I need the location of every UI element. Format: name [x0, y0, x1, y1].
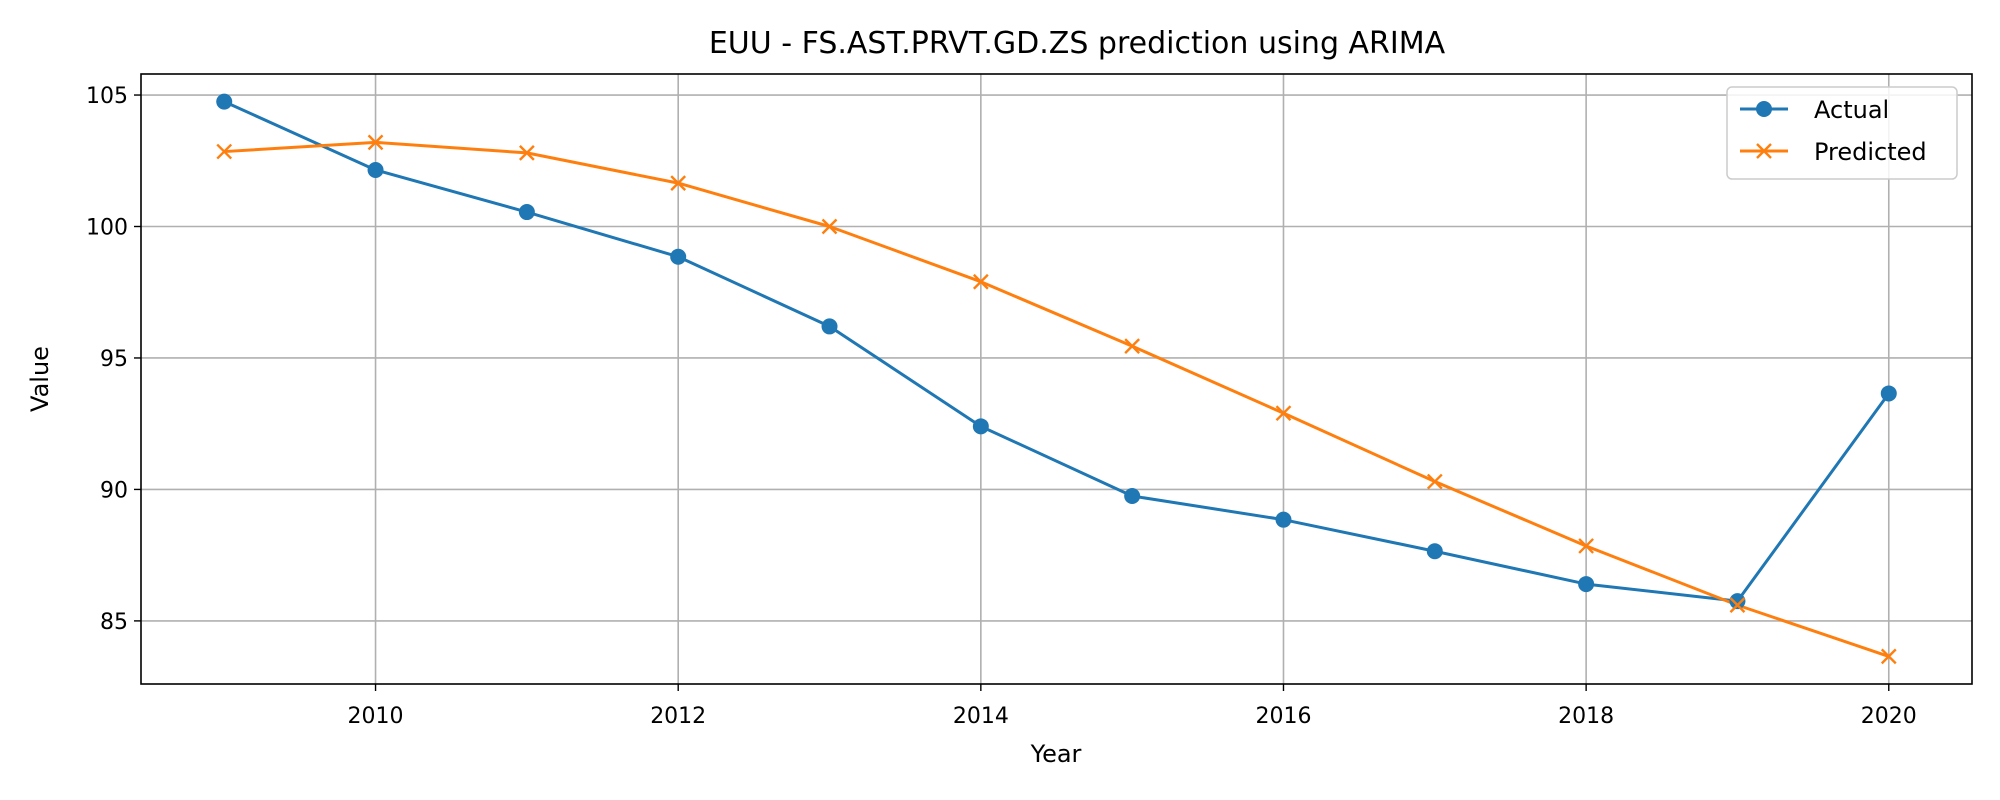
data-point-actual: [821, 318, 838, 335]
data-point-predicted: [821, 218, 838, 235]
data-point-predicted: [216, 143, 233, 160]
data-point-actual: [1729, 593, 1746, 610]
data-point-actual: [972, 418, 989, 435]
data-point-predicted: [670, 175, 687, 191]
x-tick-label: 2012: [650, 704, 706, 729]
data-point-predicted: [1729, 597, 1746, 613]
series-line-predicted: [224, 140, 1890, 658]
legend-label-predicted: Predicted: [1814, 138, 1927, 166]
y-axis-label: Value: [26, 346, 54, 412]
data-point-actual: [670, 248, 687, 265]
y-tick-label: 90: [100, 478, 128, 503]
legend: Actual Predicted: [1726, 86, 1958, 180]
plot-frame: [140, 73, 1973, 685]
y-axis-ticks: 85 90 95 100 105: [86, 84, 141, 635]
series-markers: [216, 93, 1897, 665]
data-point-actual: [1426, 543, 1443, 560]
data-point-actual: [1578, 576, 1595, 593]
x-axis-label: Year: [1030, 740, 1082, 768]
chart-title: EUU - FS.AST.PRVT.GD.ZS prediction using…: [709, 26, 1446, 61]
data-point-actual: [1275, 511, 1292, 528]
y-tick-label: 85: [100, 610, 128, 635]
data-point-actual: [518, 204, 535, 221]
x-axis-ticks: 2010 2012 2014 2016 2018 2020: [348, 684, 1917, 729]
legend-label-actual: Actual: [1814, 96, 1889, 124]
legend-swatch-predicted-marker: [1756, 143, 1772, 159]
series-lines: [223, 100, 1890, 658]
grid-lines: [141, 74, 1972, 684]
x-tick-label: 2016: [1255, 704, 1311, 729]
series-line-actual: [223, 100, 1890, 603]
data-point-actual: [1124, 488, 1141, 505]
data-point-actual: [1880, 385, 1897, 402]
y-tick-label: 100: [86, 216, 128, 241]
data-point-actual: [216, 93, 233, 110]
x-tick-label: 2020: [1861, 704, 1917, 729]
x-tick-label: 2010: [348, 704, 404, 729]
x-tick-label: 2018: [1558, 704, 1614, 729]
data-point-actual: [367, 161, 384, 178]
data-point-predicted: [972, 273, 989, 290]
data-point-predicted: [519, 145, 535, 161]
data-point-predicted: [1275, 405, 1292, 422]
data-point-predicted: [1426, 473, 1443, 490]
x-tick-label: 2014: [953, 704, 1009, 729]
legend-swatch-actual-marker: [1756, 101, 1772, 117]
y-tick-label: 105: [86, 84, 128, 109]
data-point-predicted: [367, 134, 384, 151]
data-point-predicted: [1578, 538, 1594, 554]
data-point-predicted: [1880, 648, 1897, 665]
data-point-predicted: [1124, 338, 1141, 354]
y-tick-label: 95: [100, 347, 128, 372]
